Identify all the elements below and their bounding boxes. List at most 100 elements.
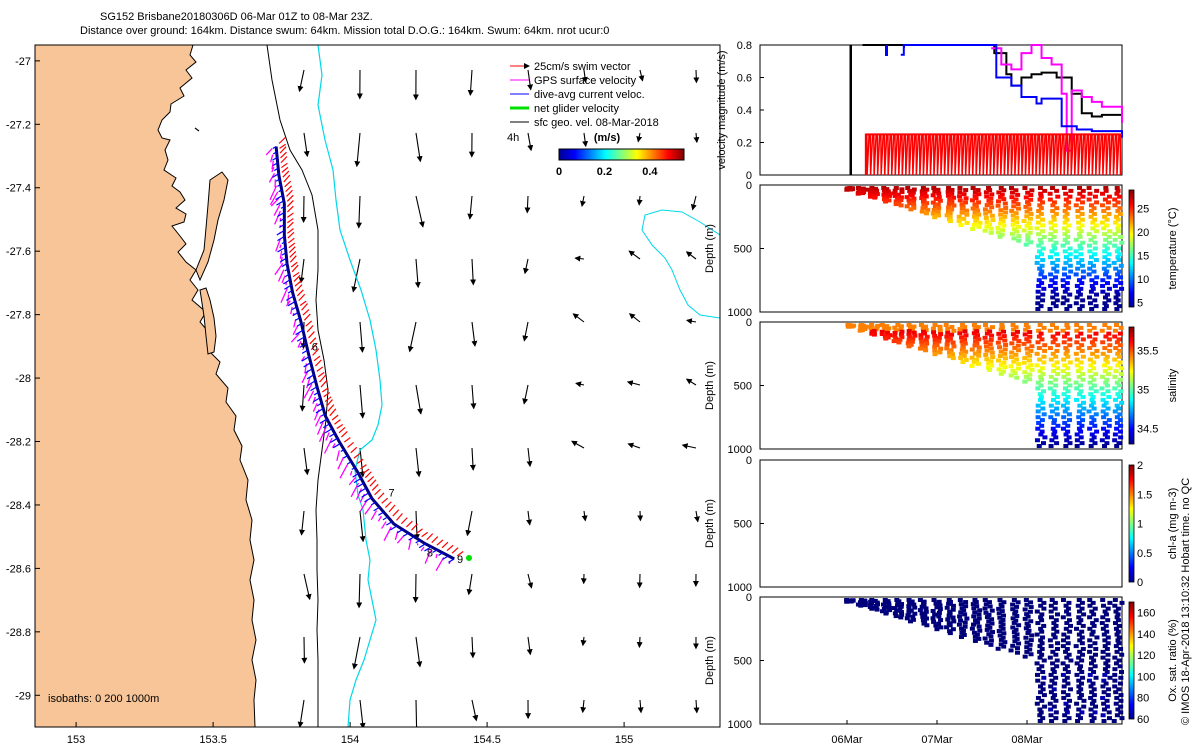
profile-dot xyxy=(1028,605,1034,610)
profile-dot xyxy=(971,606,977,611)
profile-dot xyxy=(1089,701,1095,706)
profile-dot xyxy=(1054,441,1060,446)
swim-vector xyxy=(279,146,287,154)
profile-dot xyxy=(1038,272,1044,277)
profile-dot xyxy=(1076,690,1082,695)
sfc-geo-arrow xyxy=(297,699,305,727)
sfc-geo-arrow xyxy=(522,384,529,405)
profile-dot xyxy=(989,350,995,355)
profile-dot xyxy=(923,328,929,333)
profile-dot xyxy=(1074,283,1080,288)
gps-vector xyxy=(279,250,283,259)
swim-vector xyxy=(323,392,331,398)
profile-dot xyxy=(1010,368,1016,373)
profile-dot xyxy=(1052,681,1058,686)
swim-vector xyxy=(331,414,339,421)
profile-dot xyxy=(1076,615,1082,620)
swim-vector xyxy=(286,212,294,218)
profile-dot xyxy=(957,331,963,336)
profile-dot xyxy=(896,200,902,205)
profile-colorbar-tick: 35 xyxy=(1137,384,1149,396)
profile-dot xyxy=(883,336,889,341)
profile-dot xyxy=(1067,629,1073,634)
profile-dot xyxy=(1114,426,1120,431)
profile-dot xyxy=(999,604,1005,609)
profile-dot xyxy=(898,604,904,609)
sfc-geo-arrow xyxy=(580,699,587,714)
profile-dot xyxy=(1064,609,1070,614)
profile-dot xyxy=(849,324,855,329)
profile-dot xyxy=(1035,289,1041,294)
swim-vector xyxy=(326,399,333,407)
profile-dot xyxy=(1064,646,1070,651)
profile-colorbar xyxy=(1128,601,1135,720)
profile-dot xyxy=(1102,420,1108,425)
profile-dot xyxy=(1064,298,1070,303)
profile-dot xyxy=(999,192,1005,197)
profile-dot xyxy=(846,324,852,329)
profile-dot xyxy=(1002,640,1008,645)
swim-vector xyxy=(286,205,294,213)
profile-dot xyxy=(1008,364,1014,369)
profile-colorbar-label: chl-a (mg m-3) xyxy=(1167,488,1179,560)
profile-dot xyxy=(1038,194,1044,199)
profile-dot xyxy=(1025,325,1031,330)
profile-dot xyxy=(1050,340,1056,345)
profile-dot xyxy=(1053,698,1059,703)
swim-vector xyxy=(416,528,423,534)
profile-dot xyxy=(1042,188,1048,193)
profile-dot xyxy=(1091,360,1097,365)
profile-dot xyxy=(1113,220,1119,225)
profile-dot xyxy=(1050,426,1056,431)
profile-dot xyxy=(1094,354,1100,359)
gps-vector xyxy=(280,287,288,303)
profile-dot xyxy=(1038,211,1044,216)
profile-dot xyxy=(1118,675,1124,680)
swim-vector xyxy=(369,479,377,487)
profile-dot xyxy=(1091,343,1097,348)
profile-dot xyxy=(1111,260,1117,265)
profile-axes xyxy=(759,459,1123,588)
profile-dot xyxy=(1074,363,1080,368)
profile-dot xyxy=(892,606,898,611)
swim-vector xyxy=(421,531,429,538)
profile-dot xyxy=(1077,716,1083,721)
profile-dot xyxy=(1027,609,1033,614)
profile-dot xyxy=(1029,344,1035,349)
profile-dot xyxy=(1076,426,1082,431)
gps-vector xyxy=(293,319,297,328)
profile-dot xyxy=(1062,420,1068,425)
profile-dot xyxy=(969,626,975,631)
profile-colorbar-tick: 20 xyxy=(1137,227,1149,239)
profile-dot xyxy=(1106,371,1112,376)
profile-dots xyxy=(844,186,1125,311)
profile-dot xyxy=(1016,234,1022,239)
colorbar-title: (m/s) xyxy=(594,132,621,144)
profile-dot xyxy=(883,600,889,605)
profile-dot xyxy=(918,336,924,341)
profile-dot xyxy=(1076,374,1082,379)
profile-dot xyxy=(1091,716,1097,721)
profile-dot xyxy=(997,633,1003,638)
profile-dot xyxy=(1039,217,1045,222)
profile-dot xyxy=(1075,209,1081,214)
profile-dot xyxy=(1038,397,1044,402)
profile-dot xyxy=(1051,670,1057,675)
swim-vector xyxy=(329,408,337,417)
profile-dot xyxy=(1088,707,1094,712)
profile-dot xyxy=(1089,609,1095,614)
sfc-geo-arrow xyxy=(413,699,420,727)
swim-vector xyxy=(324,396,332,403)
profile-dot xyxy=(1118,389,1124,394)
profile-dot xyxy=(880,602,886,607)
profile-dot xyxy=(1041,623,1047,628)
profile-dot xyxy=(923,609,929,614)
profile-dot xyxy=(1090,600,1096,605)
profile-dot xyxy=(1076,655,1082,660)
profile-dot xyxy=(881,325,887,330)
profile-dot xyxy=(1063,346,1069,351)
profile-dot xyxy=(919,189,925,194)
profile-dot xyxy=(1065,234,1071,239)
gps-vector xyxy=(265,148,273,156)
